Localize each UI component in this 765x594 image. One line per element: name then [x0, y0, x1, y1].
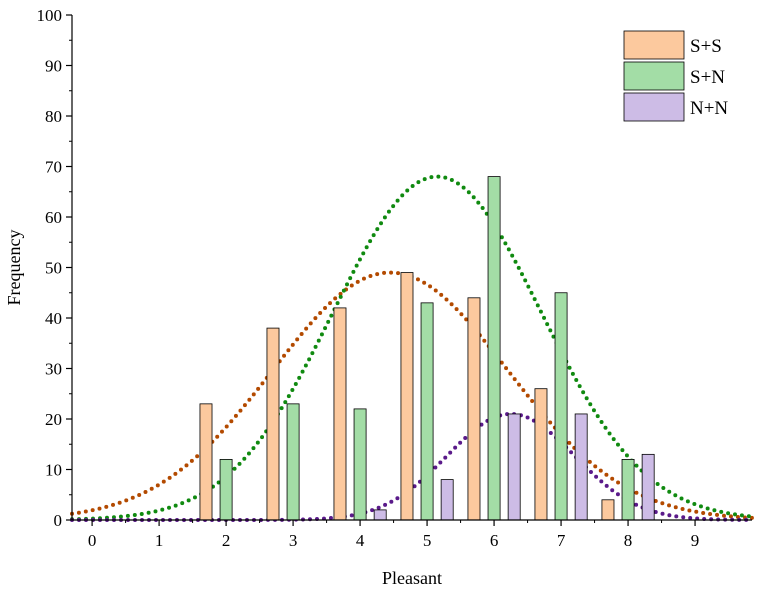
bar-s-n: [621, 458, 635, 521]
y-tick-label: 100: [37, 6, 63, 25]
x-tick-label: 8: [624, 531, 633, 550]
bar-s-s: [467, 297, 481, 521]
y-tick-label: 70: [45, 158, 62, 177]
bar-s-n: [487, 176, 501, 521]
legend-swatch: [623, 30, 685, 60]
x-tick-label: 6: [490, 531, 499, 550]
y-tick-label: 0: [54, 511, 63, 530]
fit-curve-s-n: [70, 174, 754, 522]
y-tick-label: 30: [45, 360, 62, 379]
legend: S+S S+N N+N: [622, 30, 750, 124]
legend-swatch: [623, 61, 685, 91]
x-tick-label: 2: [222, 531, 231, 550]
y-tick-label: 80: [45, 107, 62, 126]
bar-n-n: [373, 509, 387, 521]
x-tick-label: 1: [155, 531, 164, 550]
x-tick-label: 5: [423, 531, 432, 550]
bar-s-n: [286, 403, 300, 521]
bar-s-n: [554, 292, 568, 521]
legend-label: S+S: [690, 36, 722, 57]
bar-n-n: [440, 479, 454, 521]
bar-n-n: [641, 453, 655, 521]
bar-s-n: [420, 302, 434, 521]
x-tick-label: 9: [691, 531, 700, 550]
bar-s-s: [601, 499, 615, 521]
bars: [199, 176, 655, 521]
y-tick-label: 90: [45, 57, 62, 76]
y-tick-label: 10: [45, 461, 62, 480]
x-axis-title: Pleasant: [382, 568, 442, 588]
y-tick-label: 20: [45, 410, 62, 429]
bar-s-n: [353, 408, 367, 521]
x-tick-label: 7: [557, 531, 566, 550]
legend-label: N+N: [690, 98, 728, 119]
y-tick-label: 40: [45, 309, 62, 328]
y-axis-title: Frequency: [4, 230, 24, 306]
bar-s-s: [199, 403, 213, 521]
bar-s-n: [219, 458, 233, 521]
x-tick-label: 4: [356, 531, 365, 550]
x-tick-label: 0: [88, 531, 97, 550]
bar-n-n: [574, 413, 588, 521]
legend-swatch: [623, 92, 685, 122]
y-tick-label: 50: [45, 259, 62, 278]
x-tick-label: 3: [289, 531, 298, 550]
bar-s-s: [333, 307, 347, 521]
y-tick-label: 60: [45, 208, 62, 227]
bar-n-n: [507, 413, 521, 521]
bar-s-s: [266, 327, 280, 521]
legend-label: S+N: [690, 67, 725, 88]
bar-s-s: [400, 272, 414, 521]
bar-s-s: [534, 388, 548, 521]
